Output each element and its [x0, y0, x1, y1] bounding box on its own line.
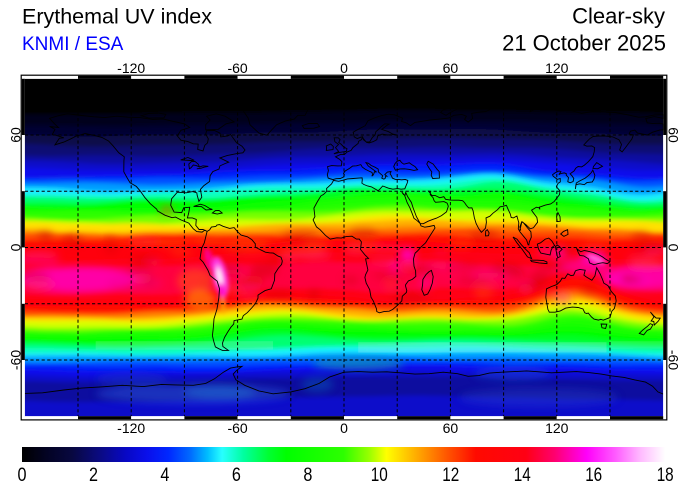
svg-text:Clear-sky: Clear-sky — [572, 4, 665, 29]
svg-text:10: 10 — [371, 465, 388, 486]
svg-text:0: 0 — [18, 465, 27, 486]
svg-text:-60: -60 — [666, 350, 682, 370]
svg-text:4: 4 — [160, 465, 169, 486]
svg-text:16: 16 — [585, 465, 602, 486]
svg-text:-120: -120 — [117, 60, 145, 76]
svg-text:60: 60 — [666, 127, 682, 143]
svg-text:KNMI / ESA: KNMI / ESA — [22, 34, 124, 55]
svg-text:8: 8 — [303, 465, 312, 486]
svg-text:120: 120 — [545, 420, 569, 436]
svg-text:21 October 2025: 21 October 2025 — [502, 31, 666, 56]
svg-text:120: 120 — [545, 60, 569, 76]
svg-text:60: 60 — [443, 60, 459, 76]
svg-text:18: 18 — [657, 465, 674, 486]
svg-text:Erythemal UV index: Erythemal UV index — [22, 5, 212, 29]
svg-text:-60: -60 — [8, 350, 24, 370]
svg-text:14: 14 — [514, 465, 531, 486]
svg-text:12: 12 — [442, 465, 459, 486]
svg-text:2: 2 — [89, 465, 98, 486]
svg-text:0: 0 — [340, 420, 348, 436]
svg-text:-60: -60 — [227, 420, 247, 436]
svg-text:6: 6 — [232, 465, 241, 486]
svg-text:-120: -120 — [117, 420, 145, 436]
svg-text:0: 0 — [666, 244, 682, 252]
svg-text:60: 60 — [8, 127, 24, 143]
svg-text:60: 60 — [443, 420, 459, 436]
svg-text:-60: -60 — [227, 60, 247, 76]
svg-text:0: 0 — [340, 60, 348, 76]
svg-text:0: 0 — [8, 243, 24, 251]
